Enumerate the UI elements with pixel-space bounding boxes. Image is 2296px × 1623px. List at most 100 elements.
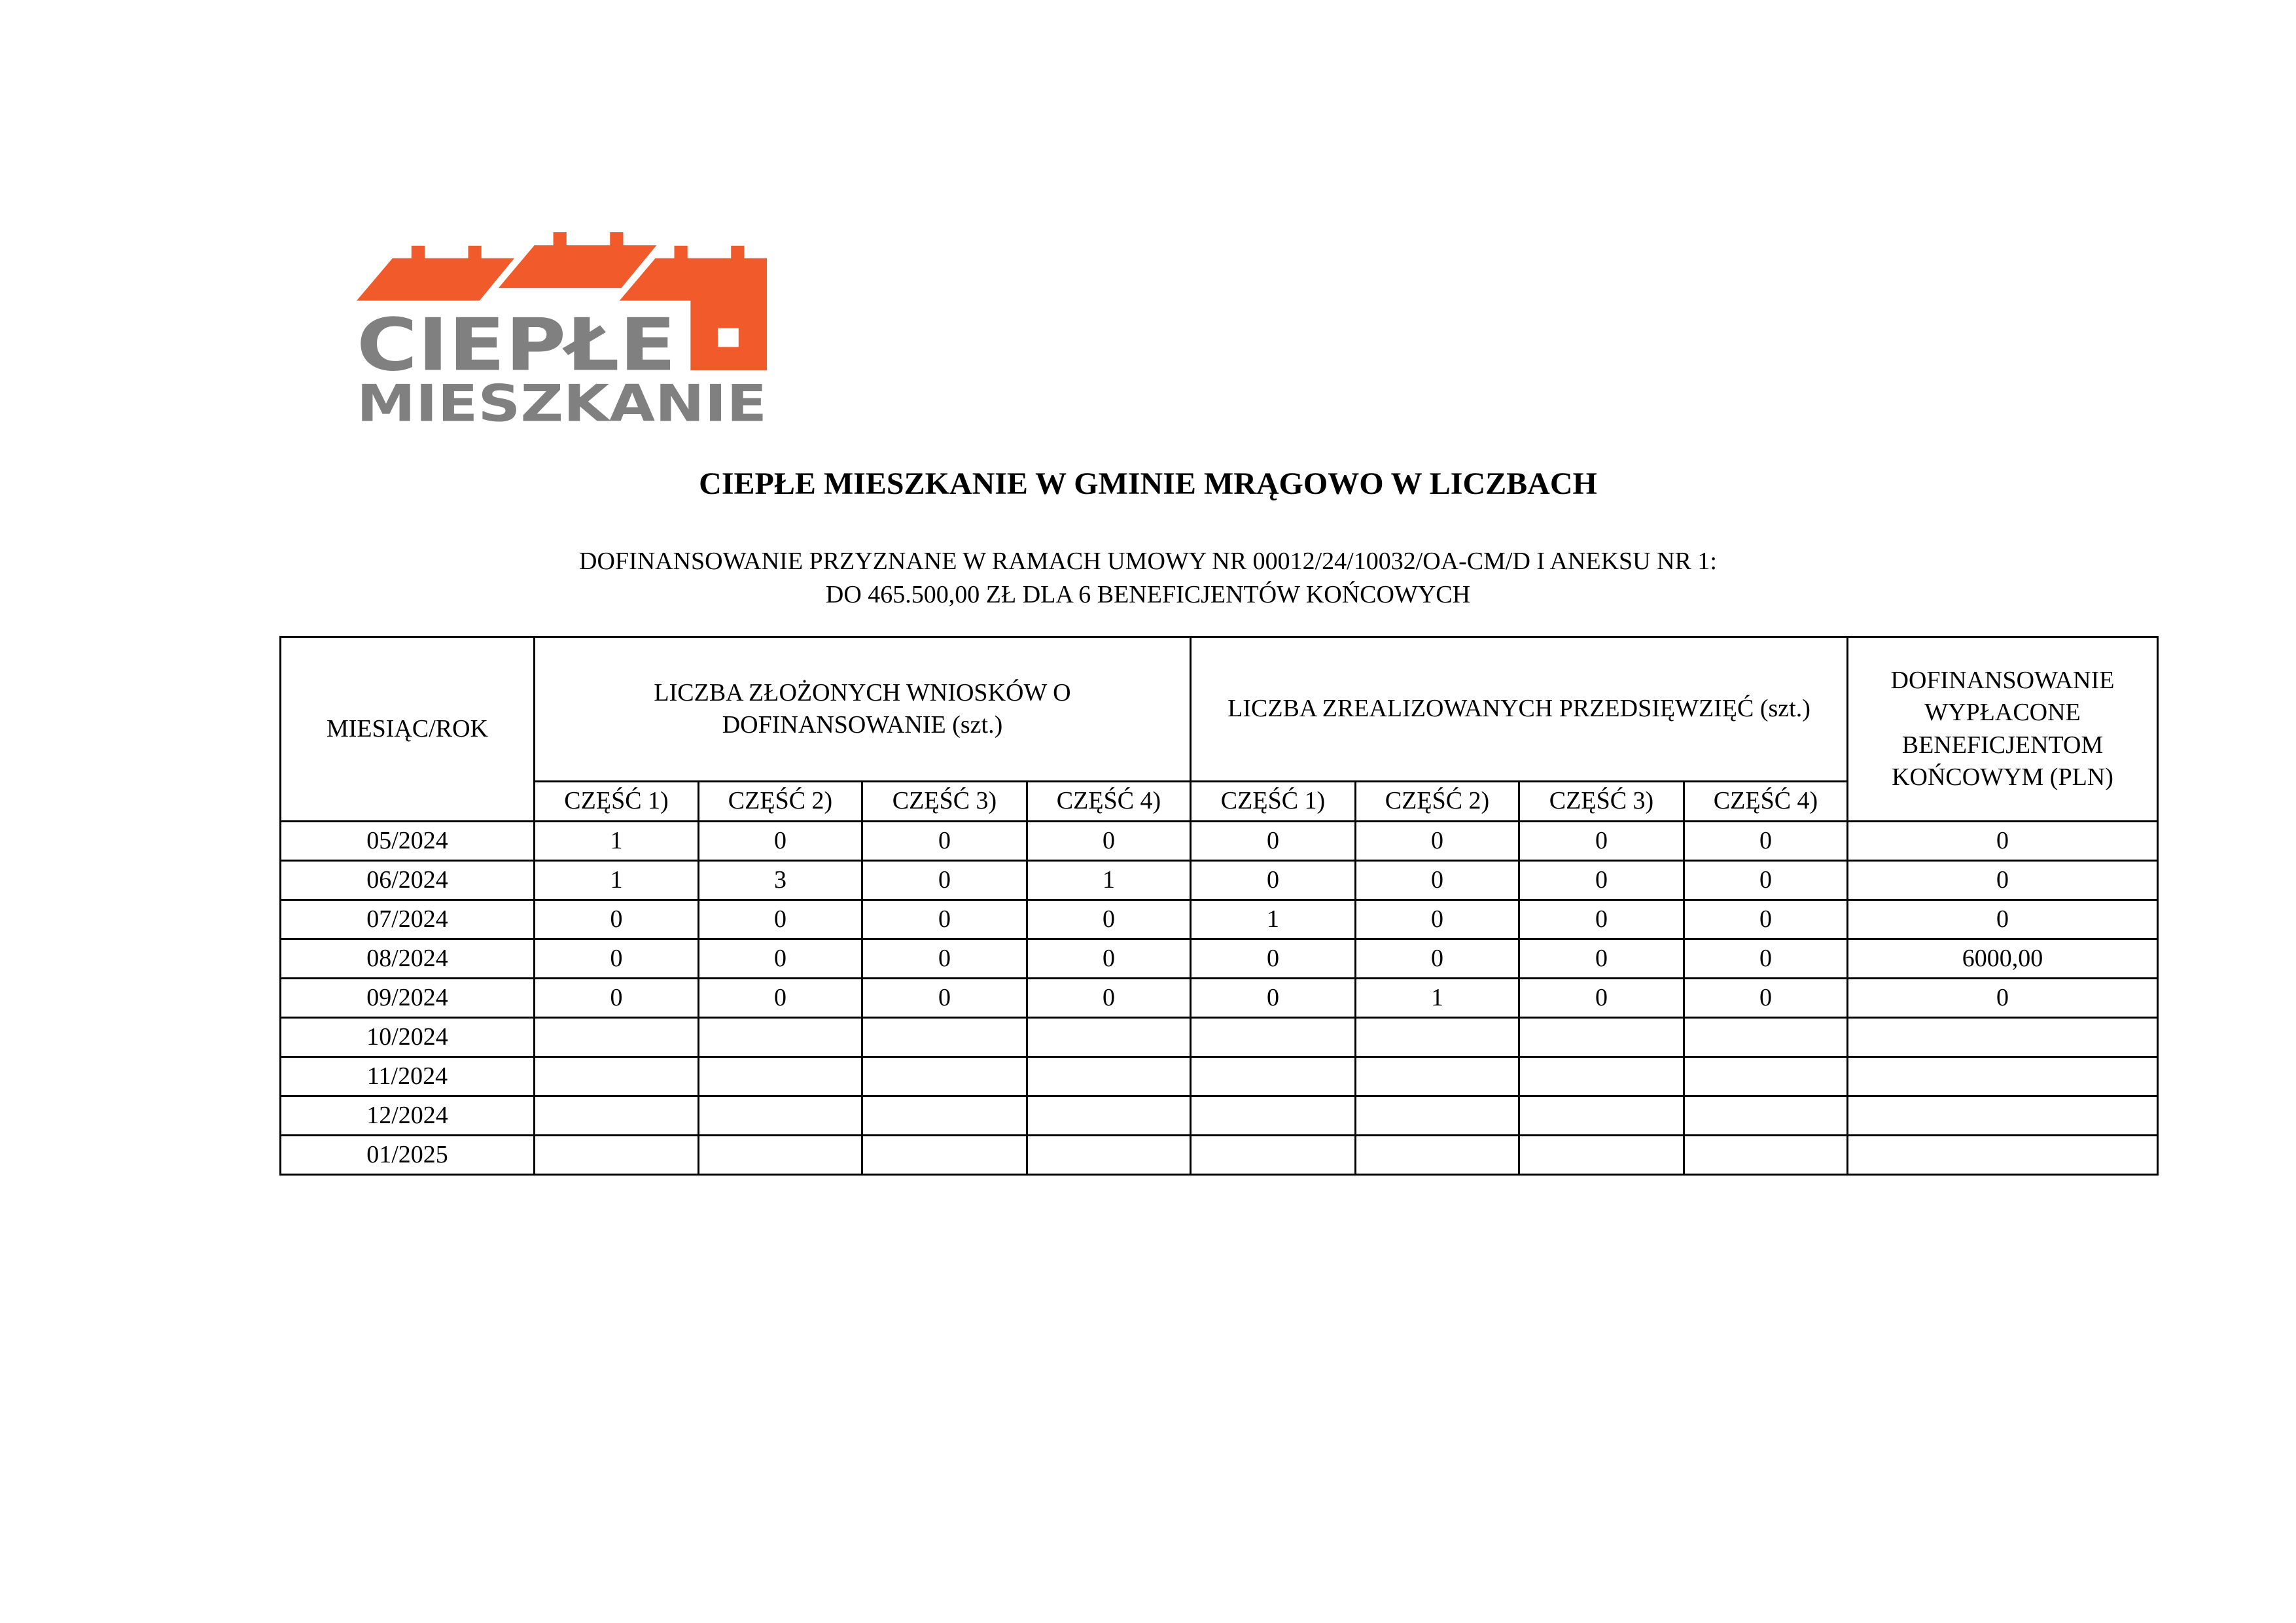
header-month: MIESIĄC/ROK bbox=[279, 636, 535, 822]
value-cell: 0 bbox=[1354, 820, 1520, 862]
value-cell: 0 bbox=[1683, 977, 1848, 1019]
value-cell: 0 bbox=[1518, 977, 1685, 1019]
value-cell bbox=[698, 1017, 863, 1058]
page-title: CIEPŁE MIESZKANIE W GMINIE MRĄGOWO W LIC… bbox=[699, 466, 1597, 501]
value-cell: 0 bbox=[1683, 899, 1848, 940]
header-part: CZĘŚĆ 1) bbox=[533, 780, 699, 822]
value-cell bbox=[533, 1095, 699, 1136]
value-cell: 0 bbox=[1683, 820, 1848, 862]
table-row: 11/2024 bbox=[279, 1056, 2159, 1097]
value-cell bbox=[1518, 1095, 1685, 1136]
month-cell: 10/2024 bbox=[279, 1017, 535, 1058]
value-cell: 3 bbox=[698, 860, 863, 901]
value-cell bbox=[698, 1095, 863, 1136]
value-cell: 0 bbox=[861, 860, 1028, 901]
value-cell bbox=[698, 1056, 863, 1097]
table-row: 06/2024 1 3 0 1 0 0 0 0 0 bbox=[279, 860, 2159, 901]
value-cell: 1 bbox=[1354, 977, 1520, 1019]
value-cell: 1 bbox=[533, 820, 699, 862]
month-cell: 06/2024 bbox=[279, 860, 535, 901]
value-cell bbox=[1354, 1095, 1520, 1136]
value-cell: 0 bbox=[533, 938, 699, 979]
value-cell: 1 bbox=[1190, 899, 1356, 940]
value-cell: 0 bbox=[1683, 860, 1848, 901]
value-cell bbox=[1683, 1017, 1848, 1058]
header-part: CZĘŚĆ 1) bbox=[1190, 780, 1356, 822]
table-row: 10/2024 bbox=[279, 1017, 2159, 1058]
value-cell bbox=[861, 1017, 1028, 1058]
month-cell: 05/2024 bbox=[279, 820, 535, 862]
value-cell bbox=[1518, 1056, 1685, 1097]
value-cell: 0 bbox=[861, 938, 1028, 979]
value-cell: 0 bbox=[533, 977, 699, 1019]
value-cell: 0 bbox=[1190, 977, 1356, 1019]
value-cell bbox=[698, 1134, 863, 1176]
value-cell bbox=[1354, 1134, 1520, 1176]
value-cell bbox=[533, 1056, 699, 1097]
value-cell: 6000,00 bbox=[1846, 938, 2159, 979]
value-cell bbox=[1518, 1134, 1685, 1176]
value-cell: 1 bbox=[1026, 860, 1192, 901]
value-cell bbox=[1026, 1095, 1192, 1136]
value-cell: 0 bbox=[1683, 938, 1848, 979]
month-cell: 12/2024 bbox=[279, 1095, 535, 1136]
value-cell bbox=[1846, 1134, 2159, 1176]
value-cell: 0 bbox=[698, 977, 863, 1019]
header-part: CZĘŚĆ 4) bbox=[1683, 780, 1848, 822]
month-cell: 07/2024 bbox=[279, 899, 535, 940]
value-cell bbox=[1683, 1134, 1848, 1176]
table-row: 12/2024 bbox=[279, 1095, 2159, 1136]
header-part: CZĘŚĆ 3) bbox=[1518, 780, 1685, 822]
svg-text:CIEPŁE: CIEPŁE bbox=[357, 303, 676, 387]
value-cell: 0 bbox=[1190, 820, 1356, 862]
value-cell: 0 bbox=[1026, 899, 1192, 940]
subtitle-line-2: DO 465.500,00 ZŁ DLA 6 BENEFICJENTÓW KOŃ… bbox=[825, 581, 1471, 608]
subtitle-line-1: DOFINANSOWANIE PRZYZNANE W RAMACH UMOWY … bbox=[579, 548, 1717, 575]
value-cell: 0 bbox=[698, 938, 863, 979]
header-part: CZĘŚĆ 2) bbox=[698, 780, 863, 822]
value-cell: 0 bbox=[1518, 820, 1685, 862]
value-cell bbox=[1026, 1017, 1192, 1058]
value-cell: 0 bbox=[1190, 938, 1356, 979]
value-cell: 0 bbox=[533, 899, 699, 940]
value-cell: 0 bbox=[1518, 938, 1685, 979]
table-row: 08/2024 0 0 0 0 0 0 0 0 6000,00 bbox=[279, 938, 2159, 979]
month-cell: 09/2024 bbox=[279, 977, 535, 1019]
statistics-table: MIESIĄC/ROK LICZBA ZŁOŻONYCH WNIOSKÓW O … bbox=[279, 636, 2159, 1176]
value-cell: 0 bbox=[861, 820, 1028, 862]
value-cell: 0 bbox=[1026, 977, 1192, 1019]
value-cell bbox=[1846, 1056, 2159, 1097]
value-cell: 0 bbox=[1354, 938, 1520, 979]
value-cell bbox=[1846, 1095, 2159, 1136]
value-cell bbox=[1683, 1095, 1848, 1136]
value-cell bbox=[1190, 1017, 1356, 1058]
month-cell: 08/2024 bbox=[279, 938, 535, 979]
value-cell bbox=[533, 1134, 699, 1176]
value-cell: 0 bbox=[1026, 820, 1192, 862]
value-cell: 0 bbox=[1518, 860, 1685, 901]
value-cell bbox=[1026, 1134, 1192, 1176]
header-part: CZĘŚĆ 4) bbox=[1026, 780, 1192, 822]
value-cell bbox=[1190, 1134, 1356, 1176]
value-cell: 1 bbox=[533, 860, 699, 901]
value-cell bbox=[1354, 1056, 1520, 1097]
value-cell bbox=[1190, 1056, 1356, 1097]
value-cell bbox=[533, 1017, 699, 1058]
value-cell bbox=[861, 1056, 1028, 1097]
month-cell: 01/2025 bbox=[279, 1134, 535, 1176]
value-cell: 0 bbox=[1846, 820, 2159, 862]
value-cell: 0 bbox=[698, 820, 863, 862]
value-cell bbox=[1354, 1017, 1520, 1058]
value-cell bbox=[1846, 1017, 2159, 1058]
header-projects: LICZBA ZREALIZOWANYCH PRZEDSIĘWZIĘĆ (szt… bbox=[1190, 636, 1848, 782]
table-row: 09/2024 0 0 0 0 0 1 0 0 0 bbox=[279, 977, 2159, 1019]
table-row: 05/2024 1 0 0 0 0 0 0 0 0 bbox=[279, 820, 2159, 862]
value-cell: 0 bbox=[1846, 977, 2159, 1019]
value-cell: 0 bbox=[861, 977, 1028, 1019]
value-cell: 0 bbox=[1846, 899, 2159, 940]
value-cell bbox=[1026, 1056, 1192, 1097]
value-cell: 0 bbox=[861, 899, 1028, 940]
table-row: 01/2025 bbox=[279, 1134, 2159, 1176]
value-cell bbox=[1190, 1095, 1356, 1136]
month-cell: 11/2024 bbox=[279, 1056, 535, 1097]
